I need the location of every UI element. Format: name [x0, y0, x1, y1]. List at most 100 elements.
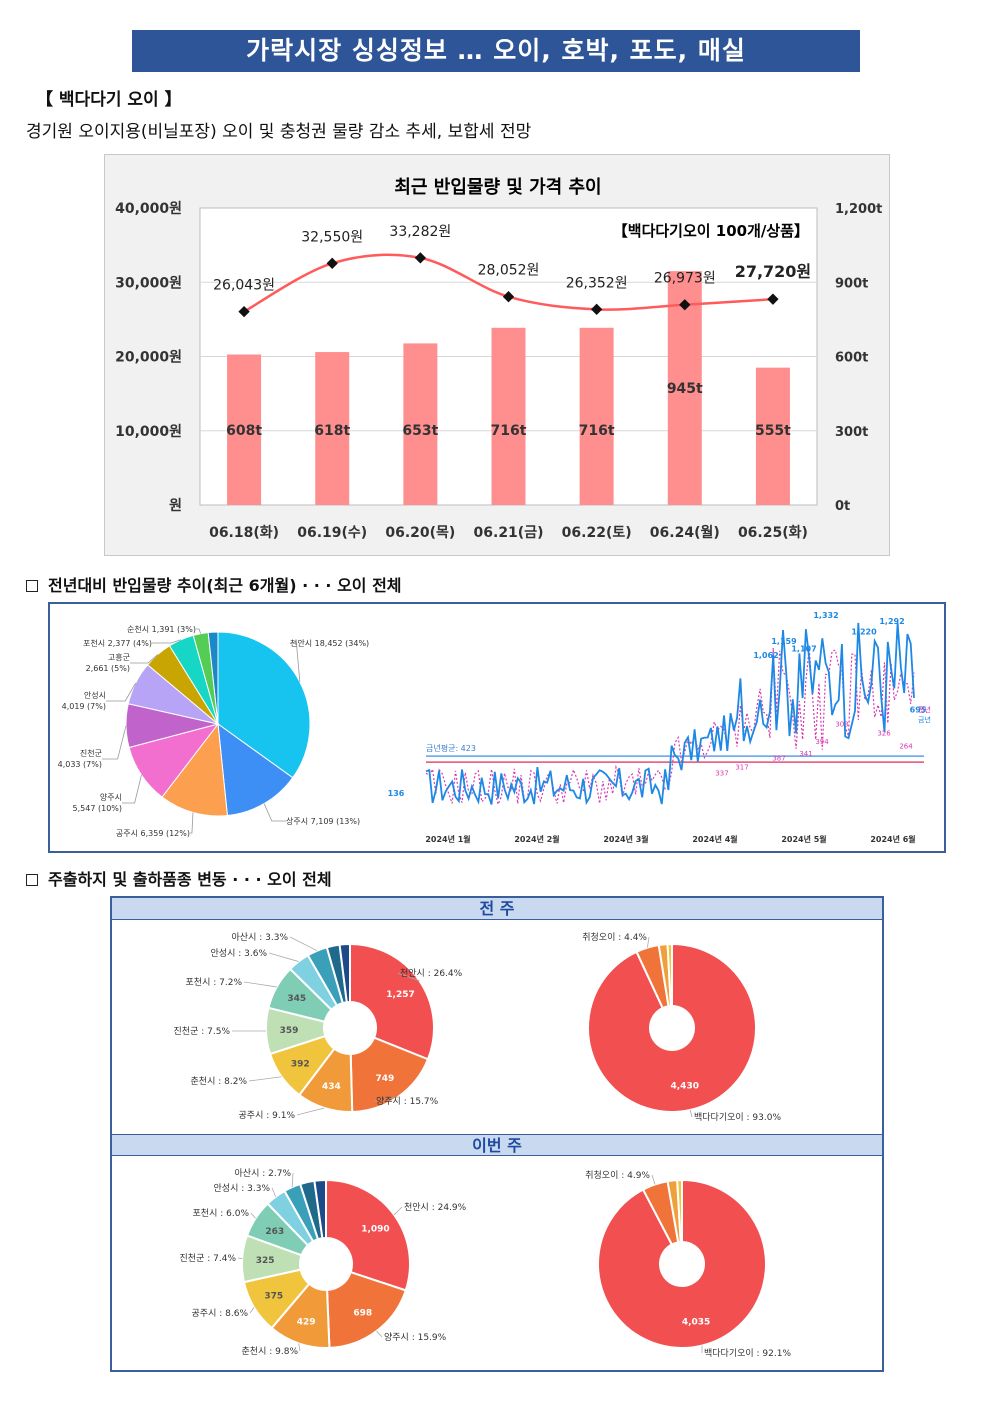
donut-label: 포천시 : 6.0%	[193, 1208, 250, 1219]
volume-bar	[491, 327, 526, 505]
x-tick-label: 06.18(화)	[209, 525, 279, 541]
donut-label: 춘천시 : 8.2%	[191, 1076, 248, 1087]
donut-inner-value: 1,257	[386, 990, 414, 1000]
this-year-peak-label: 1,292	[879, 617, 904, 626]
donut-leader-line	[289, 936, 318, 952]
volume-bar	[755, 367, 790, 505]
donut-inner-value: 263	[265, 1227, 284, 1237]
pie-leader-line	[290, 642, 301, 683]
donut-inner-value: 429	[297, 1318, 316, 1328]
last-year-peak-label: 341	[799, 750, 812, 758]
x-tick-label: 06.19(수)	[297, 525, 367, 541]
price-marker	[326, 257, 338, 269]
this-year-peak-label: 136	[388, 789, 405, 798]
donut-leader-line	[376, 1330, 383, 1338]
donut-leader-line	[651, 1174, 656, 1185]
pie-label: 천안시 18,452 (34%)	[290, 638, 369, 648]
donut-inner-value: 345	[287, 994, 306, 1004]
price-label: 32,550원	[301, 229, 363, 245]
legend-this-year: 금년	[918, 715, 931, 724]
donut-slice	[325, 1178, 411, 1292]
last-year-peak-label: 337	[715, 769, 728, 777]
pie-slice	[161, 722, 228, 817]
y-right-tick-label: 300t	[835, 425, 868, 440]
donut-leader-line	[291, 1172, 294, 1188]
pie-label: 포천시 2,377 (4%)	[83, 638, 152, 648]
donut-leader-line	[250, 1212, 256, 1219]
pie-leader-line	[263, 803, 286, 822]
volume-label: 716t	[491, 423, 527, 439]
volume-bar	[403, 343, 438, 505]
pie-label: 안성시 4,019 (7%)	[62, 690, 106, 711]
y-right-tick-label: 900t	[835, 276, 868, 291]
donut-inner-value: 392	[291, 1059, 310, 1069]
volume-bar	[579, 327, 614, 505]
donut-label: 천안시 : 26.4%	[400, 968, 463, 979]
donut-inner-value: 1,090	[361, 1224, 389, 1234]
donut-leader-line	[393, 1206, 403, 1216]
volume-label: 716t	[579, 423, 615, 439]
this-year-peak-label: 1,332	[813, 611, 838, 620]
donut-inner-value: 698	[353, 1309, 372, 1319]
average-label: 금년평균: 423	[426, 743, 476, 753]
donut-slice	[338, 942, 351, 1004]
x-tick-label: 2024년 5월	[781, 834, 826, 844]
section-description: 경기원 오이지용(비닐포장) 오이 및 충청권 물량 감소 추세, 보합세 전망	[26, 122, 532, 142]
price-label: 33,282원	[389, 224, 451, 240]
price-label: 26,973원	[654, 271, 716, 287]
x-tick-label: 06.21(금)	[474, 525, 544, 541]
last-year-peak-label: 387	[772, 755, 785, 763]
y-left-tick-label: 30,000원	[115, 275, 182, 291]
donut-label: 백다다기오이 : 92.1%	[704, 1348, 791, 1359]
y-right-tick-label: 1,200t	[835, 202, 882, 217]
volume-label: 618t	[314, 423, 350, 439]
volume-label: 608t	[226, 423, 262, 439]
donut-inner-value: 434	[322, 1082, 341, 1092]
heading-origin-variety-text: 주출하지 및 출하품종 변동 · · · 오이 전체	[48, 870, 332, 889]
last-year-peak-label: 317	[735, 763, 748, 771]
pie-label: 고흥군 2,661 (5%)	[86, 652, 130, 673]
section-label: 【 백다다기 오이 】	[36, 90, 182, 110]
donut-inner-value: 4,430	[671, 1082, 699, 1092]
donut-inner-value: 4,035	[682, 1317, 710, 1327]
last-year-peak-label: 394	[815, 738, 829, 746]
x-tick-label: 2024년 4월	[692, 834, 737, 844]
donut-slice	[587, 942, 757, 1113]
this-year-peak-label: 1,062	[753, 651, 778, 660]
price-marker	[767, 293, 779, 305]
donut-leader-line	[243, 981, 277, 988]
donut-label: 아산시 : 2.7%	[235, 1168, 292, 1179]
donut-leader-line	[373, 1096, 399, 1102]
donut-label: 양주시 : 15.9%	[384, 1332, 447, 1343]
y-left-tick-label: 20,000원	[115, 350, 182, 366]
price-marker	[502, 291, 515, 303]
donut-leader-line	[296, 1107, 325, 1116]
pie-leader-line	[152, 639, 182, 644]
x-tick-label: 2024년 3월	[603, 834, 648, 844]
week-header-previous: 전 주	[112, 898, 882, 920]
price-label: 26,352원	[566, 275, 628, 291]
x-tick-label: 2024년 2월	[514, 834, 559, 844]
donut-label: 양주시 : 15.7%	[376, 1096, 439, 1107]
y-right-tick-label: 0t	[835, 499, 850, 514]
y-left-tick-label: 40,000원	[115, 201, 182, 217]
donut-slice	[349, 1036, 430, 1113]
donut-inner-value: 359	[280, 1026, 299, 1036]
donut-label: 취청오이 : 4.9%	[585, 1170, 650, 1181]
donut-label: 공주시 : 9.1%	[239, 1110, 296, 1121]
donut-label: 춘천시 : 9.8%	[242, 1346, 299, 1357]
last-year-peak-label: 326	[877, 729, 891, 737]
donut-label: 취청오이 : 4.4%	[582, 932, 647, 943]
volume-bar	[227, 354, 262, 505]
donut-slice	[326, 1270, 408, 1349]
donut-slice	[597, 1178, 767, 1349]
pie-label: 상주시 7,109 (13%)	[286, 816, 360, 826]
donut-label: 공주시 : 8.6%	[192, 1308, 249, 1319]
last-year-peak-label: 303	[835, 720, 848, 728]
donut-slice	[313, 1178, 327, 1240]
donut-leader-line	[268, 952, 299, 962]
y-left-tick-label: 10,000원	[115, 424, 182, 440]
x-tick-label: 06.24(월)	[650, 524, 720, 541]
donut-label: 안성시 : 3.6%	[211, 948, 268, 959]
last-year-peak-label: 264	[899, 743, 913, 751]
